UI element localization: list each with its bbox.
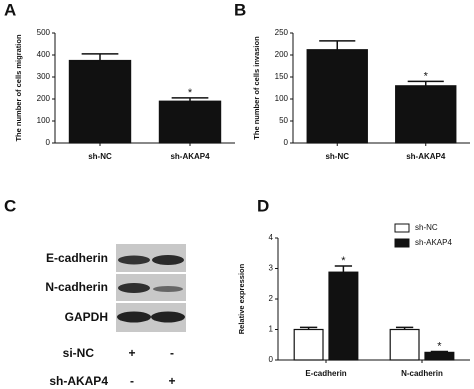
error-bar — [407, 80, 444, 86]
y-tick-label: 400 — [37, 50, 51, 59]
error-bar — [299, 326, 318, 330]
condition-label: sh-AKAP4 — [49, 374, 108, 388]
y-tick-label: 200 — [275, 50, 289, 59]
y-tick-label: 0 — [284, 138, 289, 147]
x-tick-label: sh-AKAP4 — [406, 152, 446, 161]
y-tick-label: 0 — [269, 355, 274, 364]
y-tick-label: 150 — [275, 72, 289, 81]
blot-row-label: GAPDH — [65, 310, 108, 324]
panel-letter: B — [234, 0, 246, 19]
band — [153, 286, 183, 292]
y-tick-label: 250 — [275, 28, 289, 37]
condition-mark: + — [168, 374, 175, 388]
y-axis-label: Relative expression — [237, 263, 246, 334]
condition-mark: - — [130, 374, 134, 388]
bar — [293, 328, 324, 361]
y-tick-label: 50 — [279, 116, 288, 125]
band — [152, 255, 184, 265]
bar — [424, 351, 455, 361]
band — [118, 283, 150, 293]
band — [117, 311, 151, 323]
significance-mark: * — [424, 70, 429, 82]
bar — [306, 49, 368, 144]
y-axis-label: The number of cells migration — [14, 34, 23, 142]
bar — [158, 100, 222, 144]
panel-letter: C — [4, 196, 16, 215]
error-bar — [171, 97, 209, 102]
band — [118, 255, 150, 265]
significance-mark: * — [437, 340, 442, 352]
y-tick-label: 200 — [37, 94, 51, 103]
bar — [395, 85, 457, 144]
band — [151, 311, 185, 323]
x-tick-label: sh-NC — [88, 152, 112, 161]
significance-mark: * — [188, 87, 193, 99]
significance-mark: * — [341, 255, 346, 267]
x-tick-label: N-cadherin — [401, 369, 443, 378]
legend-swatch — [394, 238, 410, 248]
y-tick-label: 3 — [269, 264, 274, 273]
x-tick-label: sh-AKAP4 — [170, 152, 210, 161]
condition-label: si-NC — [63, 346, 95, 360]
bar — [328, 271, 359, 361]
legend-label: sh-NC — [415, 223, 438, 232]
y-tick-label: 2 — [269, 294, 274, 303]
x-tick-label: sh-NC — [325, 152, 349, 161]
bar — [389, 328, 420, 361]
condition-mark: + — [128, 346, 135, 360]
y-tick-label: 500 — [37, 28, 51, 37]
error-bar — [430, 350, 449, 353]
y-axis-label: The number of cells invasion — [252, 36, 261, 140]
blot-row-label: E-cadherin — [46, 251, 108, 265]
y-tick-label: 100 — [275, 94, 289, 103]
bar — [68, 59, 132, 144]
y-tick-label: 100 — [37, 116, 51, 125]
legend-swatch — [394, 223, 410, 233]
blot-row-label: N-cadherin — [45, 280, 108, 294]
y-tick-label: 300 — [37, 72, 51, 81]
condition-mark: - — [170, 346, 174, 360]
y-tick-label: 1 — [269, 325, 274, 334]
y-tick-label: 4 — [269, 233, 274, 242]
error-bar — [319, 40, 356, 50]
panel-letter: D — [257, 196, 269, 215]
x-tick-label: E-cadherin — [305, 369, 346, 378]
error-bar — [395, 326, 414, 330]
y-tick-label: 0 — [46, 138, 51, 147]
panel-letter: A — [4, 0, 16, 19]
error-bar — [334, 265, 353, 273]
error-bar — [81, 53, 119, 61]
legend-label: sh-AKAP4 — [415, 238, 452, 247]
